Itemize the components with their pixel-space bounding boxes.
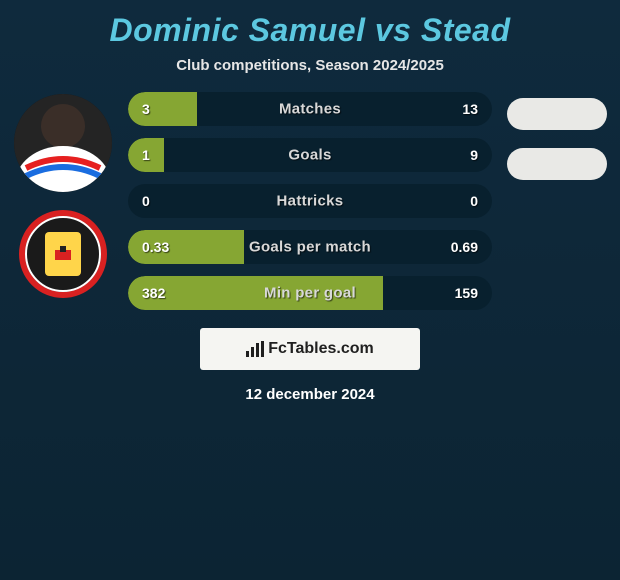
- stat-right-value: 13: [462, 101, 478, 117]
- right-column: [502, 92, 612, 180]
- stat-left-value: 382: [142, 285, 165, 301]
- bar-chart-icon: [246, 341, 264, 357]
- brand-text: FcTables.com: [268, 340, 374, 358]
- subtitle: Club competitions, Season 2024/2025: [0, 53, 620, 92]
- stat-left-value: 1: [142, 147, 150, 163]
- date-text: 12 december 2024: [0, 370, 620, 419]
- stat-left-value: 0.33: [142, 239, 169, 255]
- stat-label: Min per goal: [264, 285, 356, 302]
- stat-right-value: 9: [470, 147, 478, 163]
- left-column: [8, 92, 118, 298]
- club-badge: [19, 210, 107, 298]
- stat-row-goals: 1 Goals 9: [128, 138, 492, 172]
- page-title: Dominic Samuel vs Stead: [0, 0, 620, 53]
- stat-list: 3 Matches 13 1 Goals 9 0 Hattricks 0 0.3…: [128, 92, 492, 310]
- stat-right-value: 159: [455, 285, 478, 301]
- stat-left-value: 3: [142, 101, 150, 117]
- stat-row-min-per-goal: 382 Min per goal 159: [128, 276, 492, 310]
- player-avatar: [14, 94, 112, 192]
- player-pill-bottom: [507, 148, 607, 180]
- stat-right-value: 0.69: [451, 239, 478, 255]
- stat-row-goals-per-match: 0.33 Goals per match 0.69: [128, 230, 492, 264]
- stat-row-hattricks: 0 Hattricks 0: [128, 184, 492, 218]
- stat-label: Hattricks: [277, 193, 344, 210]
- stat-fill: [128, 92, 197, 126]
- stat-label: Goals: [288, 147, 331, 164]
- player-pill-top: [507, 98, 607, 130]
- stat-label: Goals per match: [249, 239, 371, 256]
- stat-label: Matches: [279, 101, 341, 118]
- stat-row-matches: 3 Matches 13: [128, 92, 492, 126]
- avatar-svg: [14, 94, 112, 192]
- stat-right-value: 0: [470, 193, 478, 209]
- stat-left-value: 0: [142, 193, 150, 209]
- brand-box: FcTables.com: [200, 328, 420, 370]
- comparison-body: 3 Matches 13 1 Goals 9 0 Hattricks 0 0.3…: [0, 92, 620, 310]
